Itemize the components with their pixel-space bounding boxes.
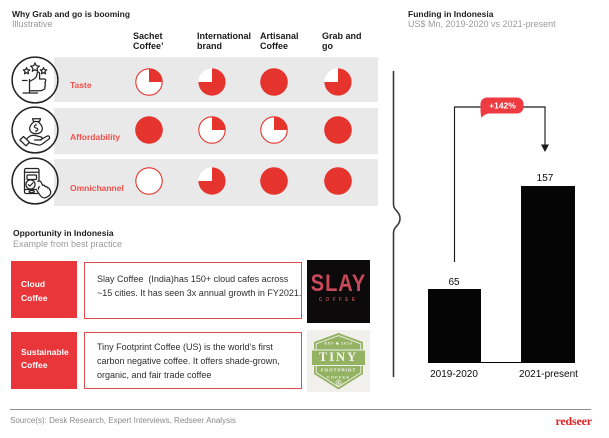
svg-text:TINY: TINY — [319, 350, 358, 364]
svg-text:+142%: +142% — [489, 101, 516, 111]
svg-text:FOOTPRINT: FOOTPRINT — [321, 367, 357, 372]
svg-text:COFFEE: COFFEE — [327, 374, 350, 379]
svg-text:EST ◆ 2010: EST ◆ 2010 — [325, 340, 353, 345]
